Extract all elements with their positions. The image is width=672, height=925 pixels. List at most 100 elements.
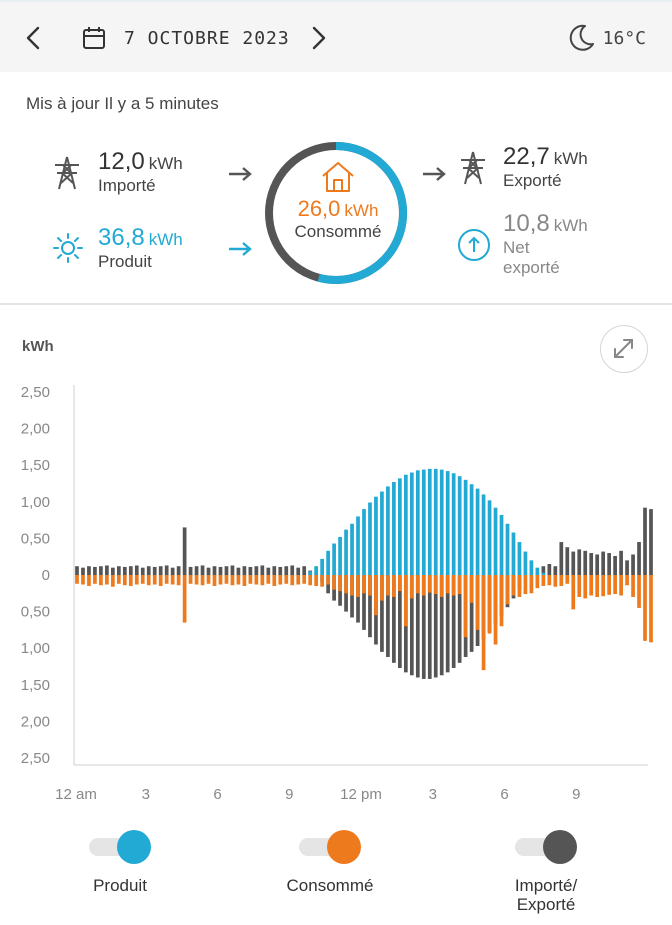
imported-exported-bar xyxy=(164,565,169,575)
imported-exported-bar xyxy=(577,549,582,575)
consumed-bar xyxy=(260,575,265,586)
legend-consumed: Consommé xyxy=(255,830,405,895)
produced-bar xyxy=(505,523,510,575)
consumed-bar xyxy=(523,575,528,595)
imported-exported-bar xyxy=(350,575,354,618)
imported-exported-bar xyxy=(571,551,576,575)
imported-exported-bar xyxy=(176,566,181,575)
consumed-bar xyxy=(433,575,438,595)
date-picker[interactable]: 7 OCTOBRE 2023 xyxy=(82,26,290,50)
consumed-bar xyxy=(475,575,480,630)
imported-exported-bar xyxy=(415,575,420,678)
consumed-toggle[interactable] xyxy=(299,830,361,864)
imported-exported-bar xyxy=(236,567,241,575)
consumed-bar xyxy=(356,575,360,597)
consumed-bar xyxy=(194,575,199,585)
consumed-bar xyxy=(499,575,504,627)
y-tick-label: 1,00 xyxy=(21,640,50,657)
consumed-bar xyxy=(643,575,647,641)
imported-exported-toggle[interactable] xyxy=(515,830,577,864)
consumed-bar xyxy=(445,575,450,594)
legend-consumed-label: Consommé xyxy=(286,876,374,895)
y-tick-label: 2,00 xyxy=(21,713,50,730)
consumed-bar xyxy=(206,575,211,584)
consumed-label: Consommé xyxy=(294,222,382,241)
produced-bar xyxy=(362,509,366,575)
imported-exported-bar xyxy=(356,575,360,623)
consumed-bar xyxy=(290,575,295,586)
consumed-bar xyxy=(350,575,354,596)
imported-exported-bar xyxy=(637,542,641,575)
consumed-bar xyxy=(248,575,253,584)
legend-produced-label: Produit xyxy=(93,876,147,895)
consumed-bar xyxy=(403,575,408,627)
imported-exported-bar xyxy=(242,566,247,575)
consumed-bar xyxy=(182,575,187,623)
exported-label: Exporté xyxy=(503,171,562,190)
date-label: 7 OCTOBRE 2023 xyxy=(124,27,290,49)
expand-icon xyxy=(614,339,633,358)
consumed-bar xyxy=(481,575,486,671)
consumed-bar xyxy=(266,575,271,584)
consumed-bar xyxy=(613,575,617,595)
produced-bar xyxy=(392,482,396,575)
imported-exported-bar xyxy=(140,567,145,575)
consumed-bar xyxy=(296,575,301,585)
consumed-bar xyxy=(314,575,319,586)
x-tick-label: 9 xyxy=(572,786,580,803)
arrow-right-icon xyxy=(229,167,252,181)
imported-exported-bar xyxy=(81,567,85,575)
y-tick-label: 2,50 xyxy=(21,384,50,401)
imported-exported-bar xyxy=(398,575,402,668)
produced-bar xyxy=(380,491,384,575)
consumed-bar xyxy=(230,575,235,586)
sun-icon xyxy=(53,233,83,263)
consumed-bar xyxy=(326,575,330,585)
imported-exported-bar xyxy=(200,565,205,575)
net-exported-unit: kWh xyxy=(553,216,588,235)
consumed-bar xyxy=(152,575,157,585)
y-tick-label: 1,50 xyxy=(21,457,50,474)
imported-exported-bar xyxy=(649,509,653,575)
imported-exported-bar xyxy=(152,566,157,575)
produced-bar xyxy=(326,550,330,575)
produced-toggle-knob xyxy=(117,830,151,864)
consumed-bar xyxy=(224,575,229,584)
produced-bar xyxy=(511,532,516,575)
consumed-bar xyxy=(398,575,402,592)
imported-exported-bar xyxy=(278,566,283,575)
consumed-bar xyxy=(242,575,247,586)
imported-exported-bar xyxy=(105,565,109,575)
x-tick-label: 3 xyxy=(429,786,437,803)
produced-bar xyxy=(338,536,342,575)
y-tick-label: 2,50 xyxy=(21,750,50,767)
produced-bar xyxy=(356,516,360,575)
calendar-icon xyxy=(83,27,105,49)
imported-exported-bar xyxy=(625,560,629,575)
produced-stat: 36,8 kWh Produit xyxy=(98,224,183,272)
exported-stat: 22,7 kWh Exporté xyxy=(503,143,588,191)
consumed-bar xyxy=(631,575,635,597)
arrow-up-circle-icon xyxy=(458,229,490,261)
net-exported-stat: 10,8 kWh Net exporté xyxy=(503,210,588,278)
consumed-bar xyxy=(236,575,241,585)
consumed-bar xyxy=(535,575,540,589)
produced-toggle[interactable] xyxy=(89,830,151,864)
previous-day-button[interactable] xyxy=(18,22,50,54)
imported-exported-bar xyxy=(362,575,366,630)
imported-exported-bar xyxy=(421,575,426,679)
produced-label: Produit xyxy=(98,252,152,271)
imported-exported-bar xyxy=(595,554,600,575)
consumed-bar xyxy=(386,575,390,596)
bar-chart: 2,50 2,00 1,50 1,00 0,50 0 0,50 1,00 1,50 2,00 2,5… xyxy=(21,384,653,803)
imported-exported-bar xyxy=(290,565,295,575)
expand-button[interactable] xyxy=(600,325,648,373)
produced-bar xyxy=(415,470,420,575)
net-exported-label-2: exporté xyxy=(503,258,560,277)
next-day-button[interactable] xyxy=(302,22,334,54)
divider xyxy=(0,303,672,305)
consumed-bar xyxy=(338,575,342,592)
consumed-bar xyxy=(439,575,444,597)
consumed-bar xyxy=(93,575,97,584)
consumed-bar xyxy=(105,575,109,585)
